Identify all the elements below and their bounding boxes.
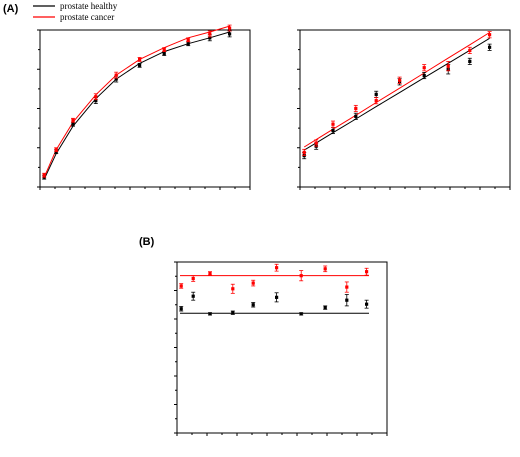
data-point-healthy — [186, 42, 190, 46]
data-point-healthy — [179, 307, 183, 311]
data-point-cancer — [186, 38, 190, 42]
data-point-healthy — [208, 312, 212, 316]
legend-label-cancer: prostate cancer — [60, 12, 114, 22]
panel-label-b: (B) — [139, 236, 155, 248]
fit-line-cancer — [303, 32, 490, 148]
data-point-healthy — [323, 306, 327, 310]
data-point-cancer — [302, 150, 306, 155]
data-point-cancer — [228, 26, 232, 30]
chart-hydration-water — [297, 29, 511, 190]
fit-line-cancer — [43, 25, 230, 178]
plot-frame — [176, 261, 388, 434]
chart-cytoplasmic-water — [37, 24, 251, 190]
data-point-cancer — [54, 148, 58, 152]
data-point-cancer — [114, 73, 118, 77]
data-point-healthy — [162, 51, 166, 56]
data-point-healthy — [191, 294, 195, 298]
data-point-cancer — [94, 95, 98, 99]
data-point-cancer — [323, 267, 327, 271]
plot-frame — [299, 29, 511, 188]
data-point-healthy — [71, 122, 75, 126]
data-point-healthy — [345, 298, 349, 302]
data-point-healthy — [365, 302, 369, 306]
data-point-cancer — [398, 78, 402, 82]
data-point-cancer — [162, 48, 166, 52]
data-point-healthy — [331, 128, 335, 133]
chart-panel-b — [174, 261, 388, 436]
data-point-healthy — [299, 312, 303, 316]
data-point-healthy — [208, 36, 212, 40]
data-point-cancer — [446, 64, 450, 68]
data-point-cancer — [42, 173, 46, 177]
data-point-healthy — [422, 73, 426, 78]
fit-line-healthy — [303, 37, 490, 151]
data-point-cancer — [488, 33, 492, 37]
data-point-healthy — [228, 32, 232, 36]
data-point-cancer — [208, 271, 212, 275]
legend: prostate healthy prostate cancer — [33, 1, 118, 22]
data-point-cancer — [314, 141, 318, 145]
data-point-cancer — [208, 32, 212, 36]
data-point-healthy — [251, 303, 255, 307]
data-point-healthy — [374, 92, 378, 96]
data-point-cancer — [354, 106, 358, 111]
data-point-cancer — [275, 266, 279, 270]
data-point-healthy — [275, 295, 279, 299]
data-point-cancer — [374, 99, 378, 103]
data-point-healthy — [468, 59, 472, 63]
data-point-cancer — [331, 122, 335, 126]
data-point-cancer — [231, 287, 235, 291]
legend-label-healthy: prostate healthy — [60, 1, 118, 11]
plot-frame — [39, 29, 251, 188]
data-point-healthy — [354, 114, 358, 118]
data-point-cancer — [365, 270, 369, 274]
data-point-cancer — [179, 284, 183, 288]
data-point-cancer — [71, 118, 75, 122]
data-point-healthy — [138, 63, 142, 67]
data-point-cancer — [138, 57, 142, 62]
data-point-cancer — [345, 285, 349, 289]
data-point-cancer — [468, 48, 472, 53]
fit-line-healthy — [43, 31, 230, 180]
data-point-cancer — [251, 281, 255, 285]
data-point-cancer — [191, 276, 195, 281]
data-point-healthy — [488, 45, 492, 49]
data-point-healthy — [114, 77, 118, 81]
data-point-healthy — [94, 99, 98, 103]
data-point-cancer — [422, 66, 426, 70]
data-point-healthy — [231, 311, 235, 315]
data-point-cancer — [299, 274, 303, 278]
panel-label-a: (A) — [3, 3, 19, 15]
